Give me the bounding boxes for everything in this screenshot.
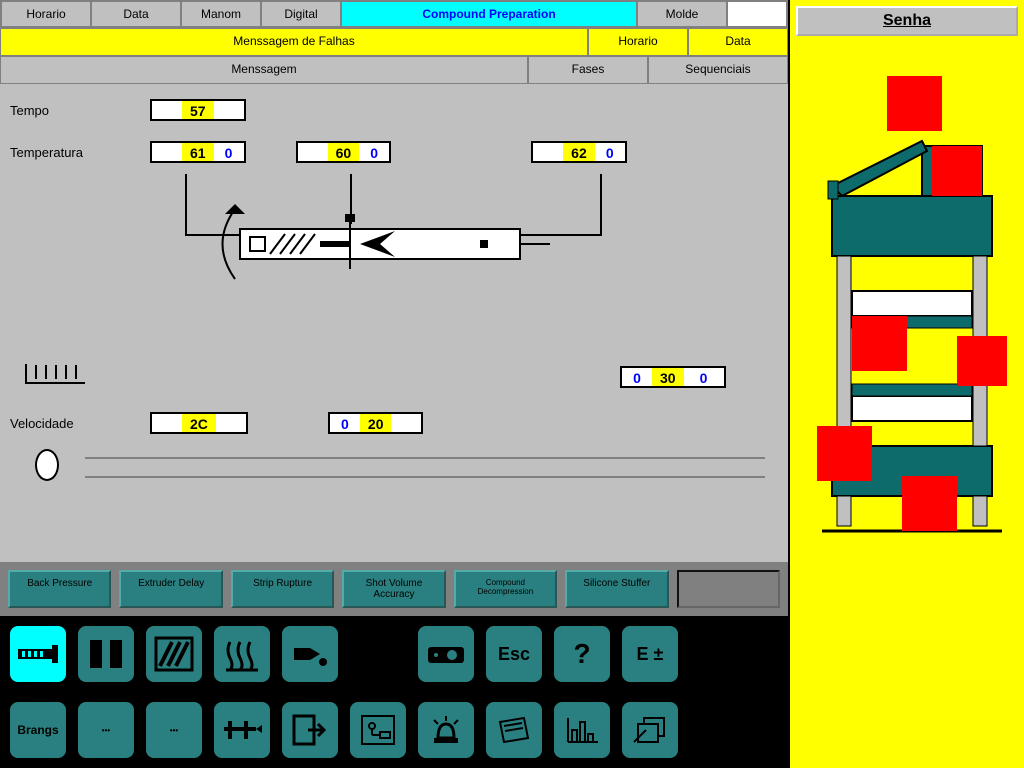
empty-func-button [677,570,780,608]
diagram-icon-button[interactable] [348,700,408,760]
screw-diagram [200,199,550,289]
mid-a: 0 [622,368,652,386]
silicone-stuffer-button[interactable]: Silicone Stuffer [565,570,668,608]
chart-icon-button[interactable] [552,700,612,760]
side-panel: Senha [790,0,1024,768]
icon-row-1: Esc ? E ± [0,616,788,692]
tab-manom[interactable]: Manom [181,1,261,27]
temp1-value: 61 [182,143,214,161]
temp3-box[interactable]: 62 0 [531,141,627,163]
mid-value-box[interactable]: 0 30 0 [620,366,726,388]
machine-diagram [802,46,1012,546]
back-pressure-button[interactable]: Back Pressure [8,570,111,608]
temp2-box[interactable]: 60 0 [296,141,392,163]
stripes-icon-button[interactable] [144,624,204,684]
e-plus-minus-button[interactable]: E ± [620,624,680,684]
help-button[interactable]: ? [552,624,612,684]
velocidade-label: Velocidade [10,416,110,431]
clamp-icon-button[interactable] [76,624,136,684]
message-label: Menssagem [0,56,528,84]
vel2-box[interactable]: 0 20 [328,412,424,434]
alarm-icon-button[interactable] [416,700,476,760]
compound-decomp-button[interactable]: Compound Decompression [454,570,557,608]
vel2-b: 20 [360,414,392,432]
nozzle-icon-button[interactable] [280,624,340,684]
extruder-delay-button[interactable]: Extruder Delay [119,570,222,608]
content-area: Tempo 57 Temperatura 61 0 [0,84,788,562]
tempo-value: 57 [182,101,214,119]
brangs-button[interactable]: Brangs [8,700,68,760]
tab-compound-preparation[interactable]: Compound Preparation [341,1,637,27]
shot-volume-button[interactable]: Shot Volume Accuracy [342,570,445,608]
temp1-box[interactable]: 61 0 [150,141,246,163]
fault-row: Menssagem de Falhas Horario Data [0,28,788,56]
esc-button[interactable]: Esc [484,624,544,684]
small-text-button-1[interactable]: ••• [76,700,136,760]
strip-rupture-button[interactable]: Strip Rupture [231,570,334,608]
icon-row-2: Brangs ••• ••• [0,692,788,768]
temp2-value: 60 [328,143,360,161]
tab-digital[interactable]: Digital [261,1,341,27]
layers-icon-button[interactable] [620,700,680,760]
screw-icon-button[interactable] [8,624,68,684]
small-text-button-2[interactable]: ••• [144,700,204,760]
mid-b: 30 [652,368,684,386]
book-icon-button[interactable] [484,700,544,760]
oval-icon [35,449,59,481]
temperatura-label: Temperatura [10,145,110,160]
ruler-icon [25,364,85,384]
message-row: Menssagem Fases Sequenciais [0,56,788,84]
fases-label: Fases [528,56,648,84]
fault-horario: Horario [588,28,688,56]
heat-icon-button[interactable] [212,624,272,684]
tempo-label: Tempo [10,103,110,118]
function-button-row: Back Pressure Extruder Delay Strip Ruptu… [0,562,788,616]
caliper-icon-button[interactable] [212,700,272,760]
senha-button[interactable]: Senha [796,6,1018,36]
temp2-blue: 0 [359,143,389,161]
tab-molde[interactable]: Molde [637,1,727,27]
mid-c: 0 [684,368,724,386]
spacer [348,624,408,684]
vel1-box[interactable]: 2C [150,412,248,434]
tab-blank [727,1,787,27]
vel2-a: 0 [330,414,360,432]
tab-data[interactable]: Data [91,1,181,27]
projector-icon-button[interactable] [416,624,476,684]
vel1-value: 2C [182,414,216,432]
tempo-value-box[interactable]: 57 [150,99,246,121]
exit-icon-button[interactable] [280,700,340,760]
fault-data: Data [688,28,788,56]
tab-bar: Horario Data Manom Digital Compound Prep… [0,0,788,28]
temp1-blue: 0 [214,143,244,161]
temp3-blue: 0 [595,143,625,161]
tab-horario[interactable]: Horario [1,1,91,27]
fault-message-label: Menssagem de Falhas [0,28,588,56]
temp3-value: 62 [563,143,595,161]
sequenciais-label: Sequenciais [648,56,788,84]
